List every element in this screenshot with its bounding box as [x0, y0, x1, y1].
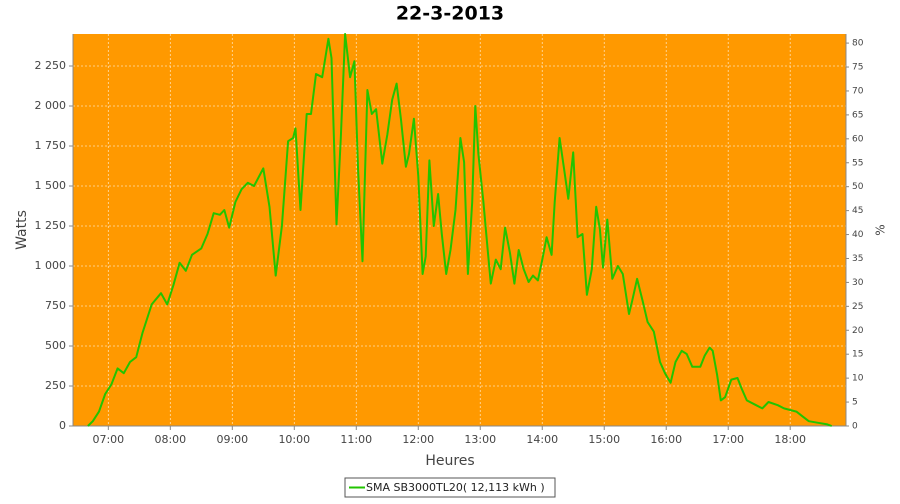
x-tick-label: 08:00 [154, 433, 186, 446]
y2-tick-label: 75 [852, 63, 863, 73]
x-tick-label: 13:00 [464, 433, 496, 446]
x-tick-label: 07:00 [92, 433, 124, 446]
x-tick-label: 11:00 [340, 433, 372, 446]
x-tick-label: 16:00 [650, 433, 682, 446]
y-tick-label: 1 500 [35, 179, 67, 192]
y-tick-label: 500 [45, 339, 66, 352]
x-tick-label: 10:00 [278, 433, 310, 446]
y2-tick-label: 20 [852, 326, 864, 336]
y2-tick-label: 40 [852, 230, 864, 240]
x-tick-label: 18:00 [774, 433, 806, 446]
y-tick-label: 1 000 [35, 259, 67, 272]
y2-tick-label: 50 [852, 182, 864, 192]
y-tick-label: 2 250 [35, 59, 67, 72]
x-tick-label: 12:00 [402, 433, 434, 446]
y2-tick-label: 55 [852, 158, 863, 168]
legend-box [344, 477, 556, 498]
series-line [87, 33, 833, 427]
y-tick-label: 2 000 [35, 99, 67, 112]
y-tick-label: 0 [59, 419, 66, 432]
y2-tick-label: 5 [852, 398, 858, 408]
y-tick-label: 750 [45, 299, 66, 312]
y2-tick-label: 45 [852, 206, 863, 216]
y2-tick-label: 60 [852, 134, 864, 144]
y2-tick-label: 35 [852, 254, 863, 264]
y2-tick-label: 15 [852, 350, 863, 360]
x-tick-label: 14:00 [526, 433, 558, 446]
y-tick-label: 250 [45, 379, 66, 392]
y2-tick-label: 70 [852, 86, 864, 96]
y2-axis-label: % [874, 224, 888, 235]
legend-label: SMA SB3000TL20( 12,113 kWh ) [366, 481, 545, 494]
x-tick-label: 09:00 [216, 433, 248, 446]
y2-tick-label: 10 [852, 374, 864, 384]
x-tick-label: 15:00 [588, 433, 620, 446]
y-axis-label: Watts [14, 210, 30, 250]
y-tick-label: 1 750 [35, 139, 67, 152]
y2-tick-label: 25 [852, 302, 863, 312]
chart-title: 22-3-2013 [396, 3, 504, 25]
y2-tick-label: 80 [852, 39, 864, 49]
x-tick-label: 17:00 [712, 433, 744, 446]
y-tick-label: 1 250 [35, 219, 67, 232]
plot-area [73, 34, 846, 426]
y2-tick-label: 65 [852, 110, 863, 120]
y2-tick-label: 30 [852, 278, 864, 288]
y2-tick-label: 0 [852, 422, 858, 432]
x-axis-label: Heures [425, 453, 474, 469]
